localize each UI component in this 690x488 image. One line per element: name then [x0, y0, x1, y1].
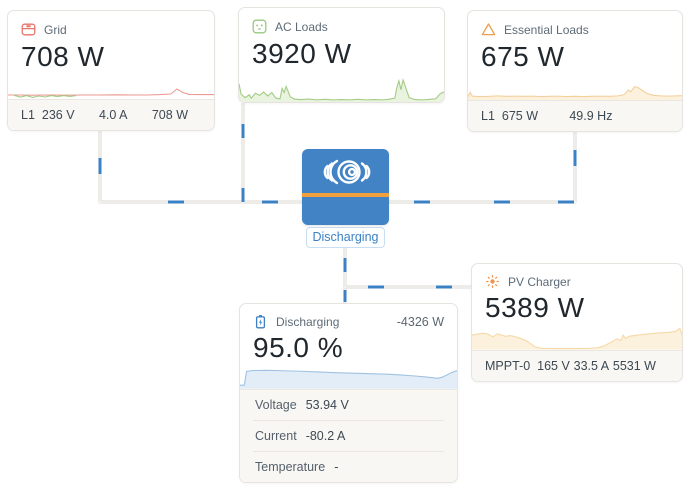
battery-temperature-value: -: [334, 460, 339, 474]
inverter-node[interactable]: Discharging: [302, 149, 389, 248]
pv-charger-power-value: 5389 W: [485, 292, 585, 324]
battery-state-label: Discharging: [276, 314, 340, 329]
pv-current: 33.5 A: [573, 359, 610, 373]
essential-loads-power-value: 675 W: [481, 41, 565, 72]
grid-meter-icon: [21, 23, 36, 36]
battery-current-row: Current -80.2 A: [253, 420, 444, 451]
essential-power: 675 W: [501, 109, 539, 123]
battery-current-value: -80.2 A: [305, 429, 346, 443]
essential-frequency: 49.9 Hz: [569, 109, 613, 123]
ac-loads-power-value: 3920 W: [252, 38, 352, 69]
grid-card-title: Grid: [44, 22, 67, 37]
grid-card[interactable]: Grid 708 W L1 236 V 4.0 A 708 W: [7, 10, 215, 131]
grid-card-header: Grid: [8, 11, 214, 38]
pv-charger-card-footer: MPPT-0 165 V 33.5 A 5531 W: [472, 350, 682, 381]
battery-card-header: Discharging -4326 W: [240, 304, 457, 329]
battery-soc-value: 95.0 %: [253, 332, 344, 363]
essential-loads-card-header: Essential Loads: [468, 11, 682, 38]
grid-sparkline: [8, 77, 214, 99]
battery-voltage-label: Voltage: [255, 398, 297, 412]
grid-power: 708 W: [151, 108, 188, 122]
battery-temperature-label: Temperature: [255, 460, 326, 474]
essential-loads-card-footer: L1 675 W 49.9 Hz: [468, 100, 682, 131]
battery-current-label: Current: [255, 429, 297, 443]
pv-charger-card[interactable]: PV Charger 5389 W MPPT-0 165 V 33.5 A 55…: [471, 263, 683, 382]
inverter-device-tile: [302, 149, 389, 225]
essential-loads-sparkline: [468, 74, 682, 100]
battery-temperature-row: Temperature -: [253, 451, 444, 482]
essential-loads-card[interactable]: Essential Loads 675 W L1 675 W 49.9 Hz: [467, 10, 683, 132]
battery-details: Voltage 53.94 V Current -80.2 A Temperat…: [240, 389, 457, 482]
ac-loads-card-title: AC Loads: [275, 19, 328, 34]
inverter-orange-stripe: [302, 193, 389, 197]
grid-current: 4.0 A: [98, 108, 128, 122]
grid-card-footer: L1 236 V 4.0 A 708 W: [8, 99, 214, 130]
pv-charger-card-title: PV Charger: [508, 274, 571, 289]
battery-power-value: -4326 W: [396, 314, 444, 329]
pv-charger-card-header: PV Charger: [472, 264, 682, 289]
pv-charger-sparkline: [472, 323, 682, 350]
inverter-status-badge: Discharging: [306, 227, 385, 248]
grid-power-value: 708 W: [21, 41, 105, 72]
ac-loads-sparkline: [239, 72, 444, 102]
battery-soc-sparkline: [240, 363, 457, 389]
sun-icon: [486, 275, 499, 289]
grid-phase-label: L1: [21, 108, 35, 122]
battery-voltage-row: Voltage 53.94 V: [253, 390, 444, 420]
victron-logo: [323, 159, 370, 185]
pv-power: 5531 W: [612, 359, 656, 373]
flow-dashes: [98, 124, 577, 302]
pv-tracker-label: MPPT-0: [485, 359, 531, 373]
ac-socket-icon: [252, 19, 267, 34]
ac-loads-card[interactable]: AC Loads 3920 W: [238, 7, 445, 103]
ac-loads-card-header: AC Loads: [239, 8, 444, 35]
pv-voltage: 165 V: [537, 359, 570, 373]
essential-phase-label: L1: [481, 109, 495, 123]
essential-loads-card-title: Essential Loads: [504, 22, 589, 37]
battery-icon: [255, 315, 266, 329]
grid-voltage: 236 V: [41, 108, 75, 122]
battery-voltage-value: 53.94 V: [305, 398, 349, 412]
warning-triangle-icon: [481, 23, 496, 36]
battery-card[interactable]: Discharging -4326 W 95.0 % Voltage 53.94…: [239, 303, 458, 483]
